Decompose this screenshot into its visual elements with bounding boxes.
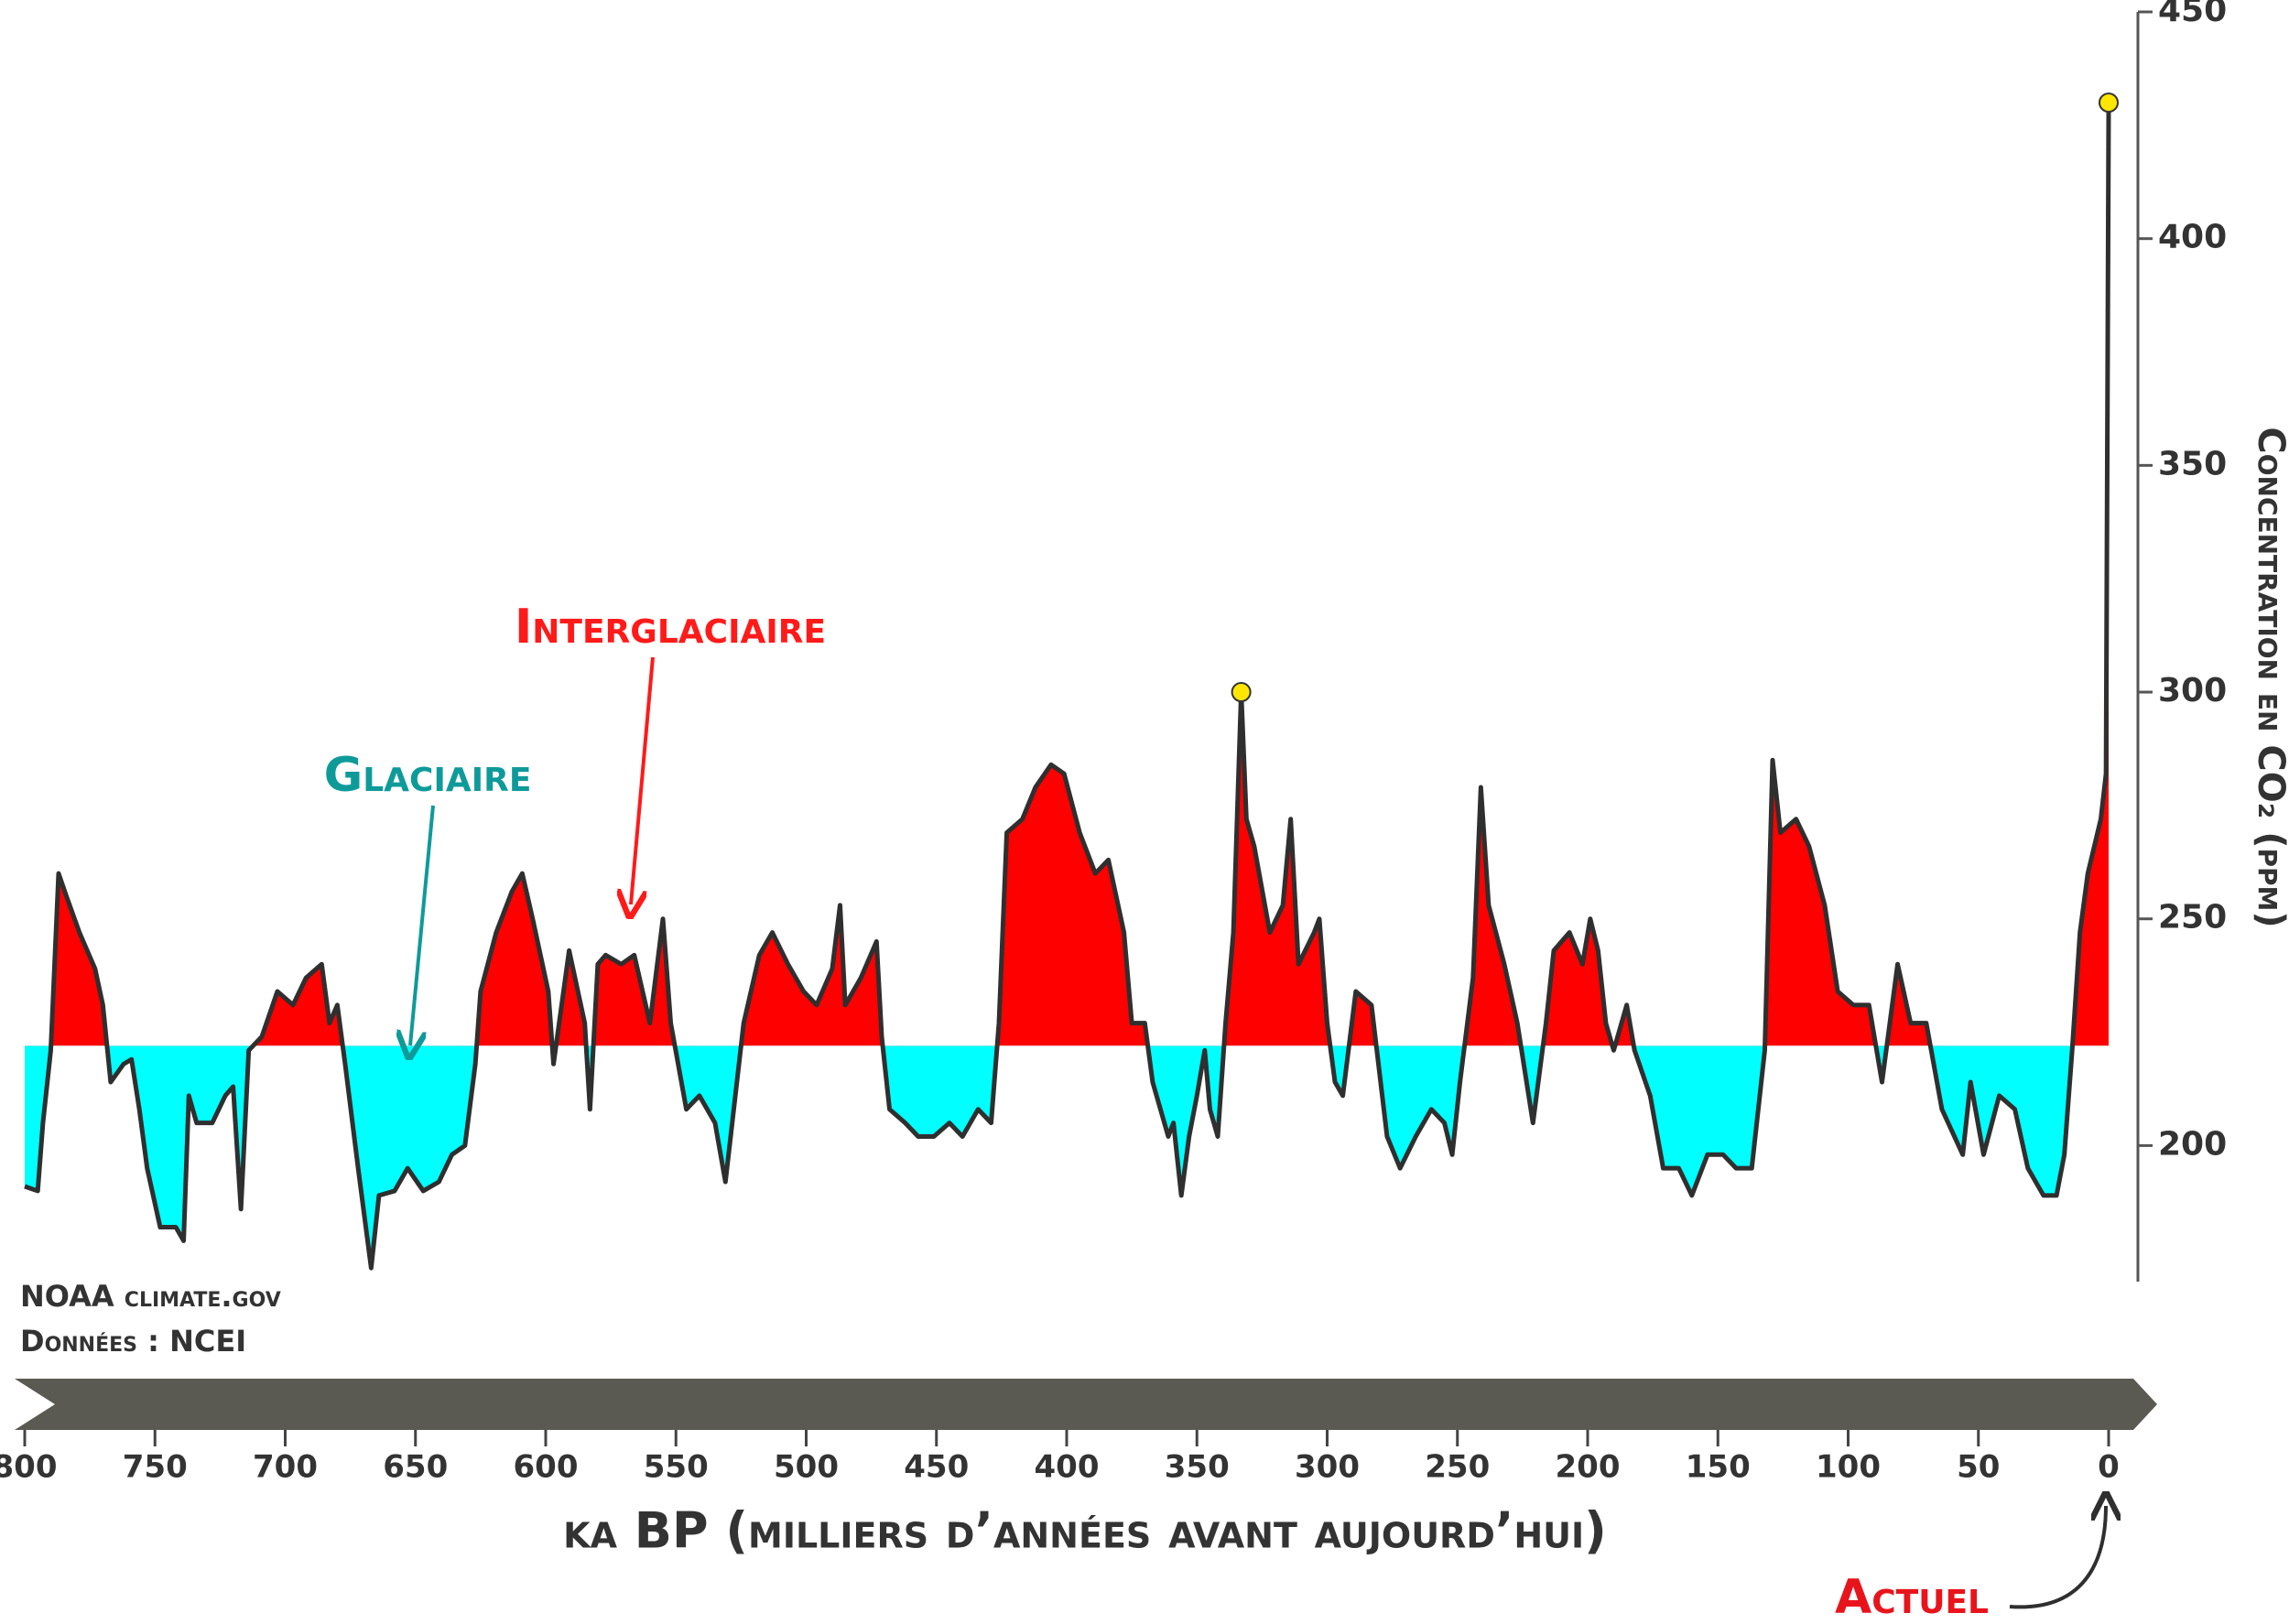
y-tick-label: 200 — [2158, 1125, 2227, 1163]
y-tick-label: 250 — [2158, 899, 2227, 937]
x-tick-label: 200 — [1556, 1449, 1621, 1486]
annotation-arrow — [631, 656, 655, 904]
highlight-dot — [1231, 682, 1252, 703]
x-tick-label: 50 — [1957, 1449, 2000, 1486]
area-below — [25, 1045, 2073, 1269]
x-tick-label: 550 — [644, 1449, 709, 1486]
x-tick-label: 450 — [904, 1449, 969, 1486]
x-tick-label: 750 — [123, 1449, 188, 1486]
time-arrow — [15, 1379, 2157, 1430]
x-tick-label: 350 — [1165, 1449, 1230, 1486]
source-line: NOAA climate.gov — [20, 1279, 281, 1314]
x-tick-label: 600 — [514, 1449, 579, 1486]
x-axis-label: ka BP (milliers d’années avant aujourd’h… — [563, 1502, 1607, 1560]
co2-line — [24, 111, 2111, 1271]
x-tick-label: 300 — [1295, 1449, 1360, 1486]
annotation: Glaciaire — [324, 748, 532, 803]
y-tick-label: 400 — [2158, 219, 2227, 256]
annotation: Actuel — [1835, 1570, 1989, 1620]
y-tick-label: 300 — [2158, 672, 2227, 709]
annotation-arrow — [410, 805, 435, 1045]
x-tick-label: 400 — [1035, 1449, 1100, 1486]
area-above — [25, 111, 2109, 1046]
y-axis-label: Concentration en CO₂ (ppm) — [2250, 427, 2289, 927]
x-tick-label: 250 — [1425, 1449, 1490, 1486]
x-tick-label: 150 — [1686, 1449, 1751, 1486]
annotation: Interglaciaire — [515, 600, 826, 655]
plot-area — [24, 92, 2119, 1271]
y-tick-label: 450 — [2158, 0, 2227, 29]
source-line: Données : NCEI — [20, 1324, 246, 1359]
x-tick-label: 650 — [383, 1449, 448, 1486]
x-tick-label: 100 — [1816, 1449, 1881, 1486]
x-tick-label: 700 — [253, 1449, 318, 1486]
x-tick-label: 0 — [2098, 1449, 2120, 1486]
y-tick-label: 350 — [2158, 445, 2227, 482]
highlight-dot — [2099, 92, 2119, 114]
annotation-arrow — [2009, 1506, 2106, 1609]
x-tick-label: 800 — [0, 1449, 57, 1486]
x-tick-label: 500 — [774, 1449, 839, 1486]
